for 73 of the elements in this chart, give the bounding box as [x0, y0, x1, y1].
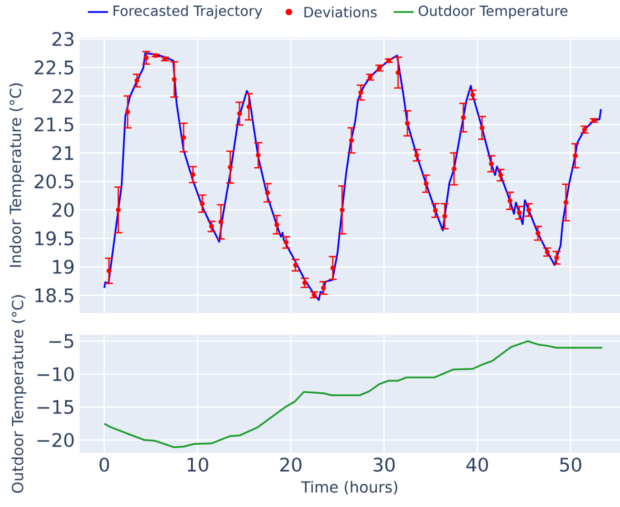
y-tick-label: 21.5 — [34, 117, 74, 132]
x-tick-label: 50 — [560, 458, 582, 472]
point — [172, 77, 177, 82]
point — [302, 280, 308, 286]
point — [321, 286, 326, 290]
point — [508, 198, 512, 204]
point — [358, 90, 364, 95]
point — [256, 152, 261, 158]
point — [209, 224, 214, 229]
point — [340, 207, 345, 212]
point — [349, 138, 354, 143]
legend-label: Deviations — [304, 6, 377, 18]
line-series — [103, 52, 602, 301]
point — [488, 161, 494, 166]
y-tick-label: 21 — [52, 146, 74, 160]
point — [404, 120, 410, 126]
point — [368, 74, 372, 80]
point — [516, 210, 522, 216]
point — [432, 208, 438, 213]
legend-label: Outdoor Temperature — [418, 5, 568, 19]
y-tick-label: −15 — [37, 400, 74, 414]
point — [116, 207, 121, 212]
point — [414, 152, 420, 158]
y-axis-title: Indoor Temperature (°C) — [9, 83, 24, 267]
y-tick-label: −10 — [37, 367, 74, 382]
y-tick-label: 22 — [52, 89, 74, 103]
x-tick-label: 40 — [466, 458, 488, 472]
point — [572, 153, 578, 158]
point — [228, 164, 233, 170]
point — [424, 181, 428, 186]
point — [106, 268, 112, 274]
x-axis-title: Time (hours) — [301, 480, 398, 495]
y-tick-label: 23 — [52, 32, 74, 46]
point — [190, 172, 196, 177]
point — [181, 135, 186, 140]
point — [554, 255, 560, 260]
line-series — [103, 340, 604, 448]
y-tick-label: −20 — [37, 432, 74, 448]
point — [498, 172, 504, 178]
point — [293, 262, 298, 268]
point — [200, 201, 205, 206]
point — [284, 240, 289, 245]
x-tick-label: 20 — [280, 458, 302, 472]
point — [470, 92, 476, 98]
y-tick-label: 22.5 — [34, 60, 74, 75]
point — [442, 214, 448, 219]
point — [480, 125, 484, 130]
point — [134, 78, 140, 83]
y-tick-label: 19.5 — [35, 231, 74, 246]
legend-label: Forecasted Trajectory — [114, 5, 262, 19]
point — [218, 219, 224, 224]
y-tick-label: 20.5 — [34, 174, 74, 188]
point — [246, 104, 252, 110]
y-axis-title: Outdoor Temperature (°C) — [12, 295, 26, 493]
point — [330, 266, 336, 270]
point — [125, 110, 130, 114]
point — [460, 115, 466, 120]
point — [526, 207, 532, 212]
x-tick-label: 30 — [374, 458, 395, 472]
x-tick-label: 10 — [188, 458, 208, 472]
point — [274, 222, 280, 228]
y-tick-label: 19 — [53, 260, 74, 274]
y-tick-label: −5 — [49, 334, 74, 348]
y-tick-label: 18.5 — [35, 288, 74, 302]
point — [396, 70, 400, 76]
point — [452, 166, 456, 172]
y-tick-label: 20 — [52, 202, 74, 217]
x-tick-label: 0 — [100, 458, 110, 472]
point — [536, 230, 540, 236]
point — [265, 190, 270, 196]
point — [237, 111, 242, 116]
point — [564, 200, 568, 205]
point — [144, 55, 149, 60]
